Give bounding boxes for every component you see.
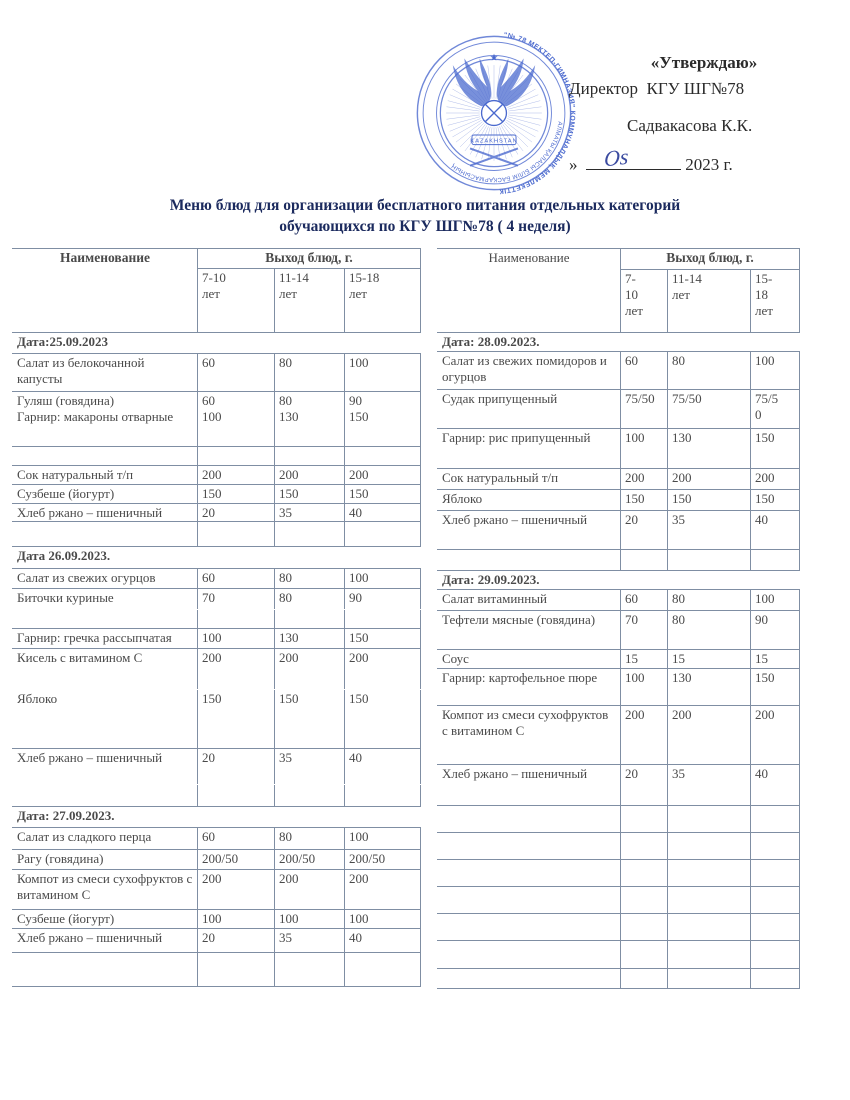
svg-text:KAZAKHSTAN: KAZAKHSTAN — [470, 139, 517, 145]
svg-text:★: ★ — [490, 52, 499, 63]
